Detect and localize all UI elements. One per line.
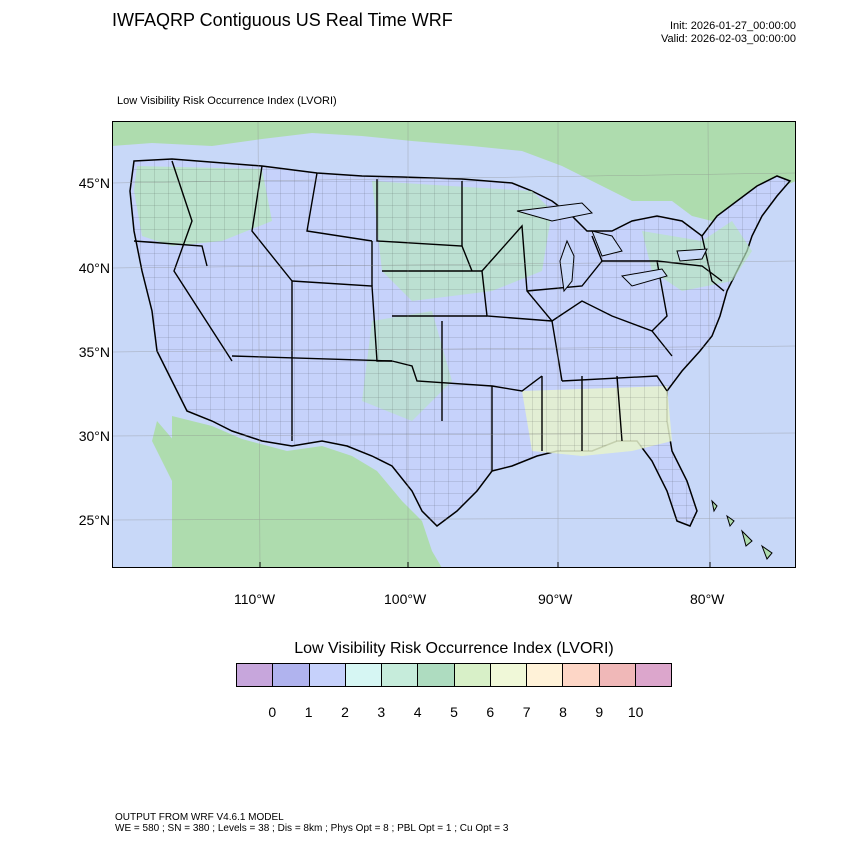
init-time: Init: 2026-01-27_00:00:00: [670, 20, 796, 32]
colorbar-tick-2: 2: [341, 704, 349, 720]
map-panel: [112, 121, 796, 568]
county-lines: [130, 159, 790, 526]
lat-label-30: 30°N: [78, 428, 110, 444]
lat-label-45: 45°N: [78, 175, 110, 191]
colorbar-box-3: [345, 664, 382, 686]
model-info: OUTPUT FROM WRF V4.6.1 MODEL WE = 580 ; …: [115, 812, 508, 834]
colorbar-box-2: [309, 664, 346, 686]
colorbar-box-9: [563, 664, 600, 686]
great-lakes: [516, 202, 708, 293]
colorbar-tick-9: 9: [595, 704, 604, 720]
lat-label-25: 25°N: [78, 512, 110, 528]
model-version: OUTPUT FROM WRF V4.6.1 MODEL: [115, 812, 284, 823]
lat-label-40: 40°N: [78, 260, 110, 276]
colorbar-box-8: [527, 664, 564, 686]
valid-time: Valid: 2026-02-03_00:00:00: [661, 33, 796, 45]
axis-ticks: [259, 562, 711, 568]
time-info: Init: 2026-01-27_00:00:00 Valid: 2026-02…: [661, 20, 796, 46]
colorbar-title: Low Visibility Risk Occurrence Index (LV…: [294, 640, 614, 657]
colorbar-tick-7: 7: [522, 704, 531, 720]
map-subtitle: Low Visibility Risk Occurrence Index (LV…: [117, 95, 337, 107]
colorbar-box-6: [454, 664, 491, 686]
colorbar-box-11: [635, 664, 671, 686]
colorbar-tick-0: 0: [268, 704, 277, 720]
graticule: [112, 121, 796, 568]
mexico-land: [172, 416, 442, 568]
colorbar-box-1: [273, 664, 310, 686]
colorbar-tick-10: 10: [627, 704, 644, 720]
colorbar-tick-6: 6: [486, 704, 495, 720]
colorbar-box-5: [418, 664, 455, 686]
model-config: WE = 580 ; SN = 380 ; Levels = 38 ; Dis …: [115, 823, 509, 834]
colorbar-box-7: [490, 664, 527, 686]
colorbar: [236, 663, 672, 687]
page-title: IWFAQRP Contiguous US Real Time WRF: [112, 10, 453, 30]
colorbar-tick-1: 1: [304, 704, 313, 720]
state-boundaries: [133, 160, 725, 471]
colorbar-box-10: [599, 664, 636, 686]
colorbar-tick-5: 5: [450, 704, 458, 720]
bahamas-islands: [711, 499, 773, 560]
colorbar-box-4: [382, 664, 419, 686]
lat-label-35: 35°N: [78, 344, 110, 360]
colorbar-tick-3: 3: [377, 704, 386, 720]
lon-label-90: 90°W: [538, 591, 573, 607]
lon-label-80: 80°W: [690, 591, 725, 607]
map-frame: [112, 121, 796, 568]
colorbar-tick-8: 8: [559, 704, 567, 720]
colorbar-box-0: [237, 664, 274, 686]
colorbar-tick-4: 4: [413, 704, 422, 720]
lon-label-100: 100°W: [384, 591, 427, 607]
lon-label-110: 110°W: [234, 591, 276, 607]
canada-land: [112, 121, 796, 231]
baja-land: [152, 421, 247, 568]
